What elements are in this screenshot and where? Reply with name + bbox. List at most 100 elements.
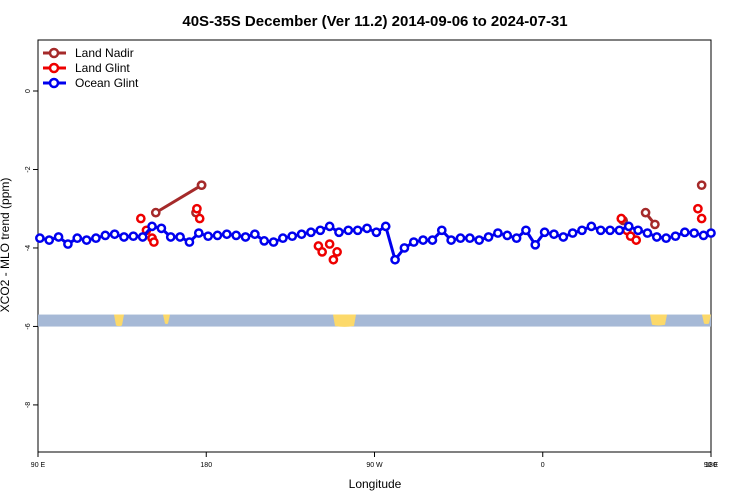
data-point-ocean-glint [296, 229, 307, 240]
legend-label-land-glint: Land Glint [75, 61, 130, 75]
data-point-ocean-glint [203, 231, 213, 242]
data-point-land-glint [324, 239, 335, 249]
data-point-ocean-glint [352, 225, 363, 236]
data-point-ocean-glint [577, 225, 587, 236]
data-point-ocean-glint [614, 225, 625, 236]
data-point-ocean-glint [511, 233, 522, 244]
data-point-ocean-glint [278, 233, 288, 244]
data-point-ocean-glint [362, 223, 372, 234]
data-point-ocean-glint [623, 221, 634, 232]
data-point-ocean-glint [72, 233, 83, 244]
legend-marker-ocean-glint [48, 77, 60, 89]
data-point-ocean-glint [464, 233, 475, 244]
data-point-land-nadir [640, 207, 651, 218]
data-point-land-glint [317, 247, 328, 257]
data-point-ocean-glint [595, 225, 606, 236]
map-land-shape [702, 314, 711, 325]
data-point-land-glint [328, 254, 339, 265]
data-point-ocean-glint [408, 237, 419, 247]
data-point-ocean-glint [240, 232, 251, 242]
series-segment-land-nadir [155, 183, 203, 214]
data-point-ocean-glint [81, 235, 92, 245]
data-point-ocean-glint [633, 225, 643, 236]
data-point-ocean-glint [109, 229, 120, 240]
data-point-ocean-glint [651, 232, 662, 242]
data-point-ocean-glint [147, 221, 157, 232]
data-point-ocean-glint [259, 236, 270, 246]
data-point-ocean-glint [689, 228, 700, 238]
data-point-ocean-glint [679, 227, 690, 238]
data-point-ocean-glint [418, 235, 428, 245]
legend-marker-land-nadir [48, 47, 60, 59]
data-point-ocean-glint [455, 233, 466, 244]
data-point-ocean-glint [390, 254, 400, 265]
data-point-ocean-glint [483, 232, 494, 242]
y-tick-label: -8 [25, 402, 32, 408]
data-point-ocean-glint [558, 232, 569, 242]
data-point-ocean-glint [175, 232, 185, 242]
data-point-ocean-glint [380, 221, 391, 232]
data-point-ocean-glint [324, 221, 335, 232]
data-point-ocean-glint [502, 230, 513, 241]
data-point-ocean-glint [221, 229, 232, 240]
data-point-ocean-glint [446, 235, 456, 245]
y-axis-label: XCO2 - MLO trend (ppm) [0, 178, 12, 313]
data-point-ocean-glint [334, 227, 344, 238]
data-point-ocean-glint [231, 230, 242, 241]
data-point-ocean-glint [250, 229, 260, 240]
y-tick-label: -4 [25, 245, 32, 251]
data-point-ocean-glint [156, 223, 167, 234]
data-point-ocean-glint [521, 225, 531, 236]
data-point-land-glint [693, 203, 703, 214]
map-land-shape [333, 314, 356, 327]
data-point-land-nadir [650, 219, 660, 230]
x-tick-label: 0 [541, 462, 545, 469]
data-point-ocean-glint [63, 239, 73, 249]
data-point-ocean-glint [268, 237, 279, 247]
data-point-ocean-glint [642, 228, 653, 238]
data-point-ocean-glint [193, 228, 204, 238]
map-ocean-band [38, 314, 711, 327]
y-tick-label: -2 [25, 166, 32, 172]
data-point-land-nadir [150, 207, 161, 218]
data-point-land-nadir [196, 180, 207, 191]
map-land-shape [114, 314, 124, 327]
plot-frame [37, 39, 712, 453]
legend-label-ocean-glint: Ocean Glint [75, 76, 139, 90]
chart-title: 40S-35S December (Ver 11.2) 2014-09-06 t… [182, 13, 567, 30]
x-tick-label: 180 [200, 462, 212, 469]
legend-marker-land-glint [48, 62, 60, 74]
data-point-ocean-glint [287, 231, 298, 242]
data-point-ocean-glint [427, 235, 438, 245]
data-point-land-glint [332, 247, 342, 257]
map-land-shape [650, 314, 667, 326]
data-point-ocean-glint [128, 231, 139, 242]
x-tick-label: 90 E [31, 462, 46, 469]
data-point-ocean-glint [698, 230, 709, 241]
x-tick-label: 90 E [704, 462, 719, 469]
data-point-ocean-glint [567, 228, 578, 238]
data-point-land-glint [696, 213, 707, 224]
data-point-ocean-glint [586, 221, 597, 232]
data-point-ocean-glint [399, 243, 410, 253]
map-land-shape [163, 314, 170, 325]
data-point-ocean-glint [44, 235, 55, 245]
data-point-ocean-glint [343, 225, 354, 236]
data-point-land-glint [135, 213, 146, 224]
x-tick-label: 180 [705, 462, 717, 469]
data-point-ocean-glint [315, 225, 326, 236]
x-axis-label: Longitude [349, 477, 402, 491]
y-tick-label: 0 [25, 89, 32, 93]
data-point-ocean-glint [549, 229, 559, 240]
data-point-ocean-glint [306, 227, 316, 238]
y-tick-label: -6 [25, 323, 32, 329]
data-point-ocean-glint [539, 227, 550, 238]
data-point-land-nadir [696, 180, 707, 191]
data-point-ocean-glint [137, 232, 148, 242]
data-point-land-glint [192, 203, 202, 214]
data-point-ocean-glint [493, 228, 503, 238]
data-point-land-glint [149, 237, 159, 247]
data-point-ocean-glint [119, 232, 129, 242]
